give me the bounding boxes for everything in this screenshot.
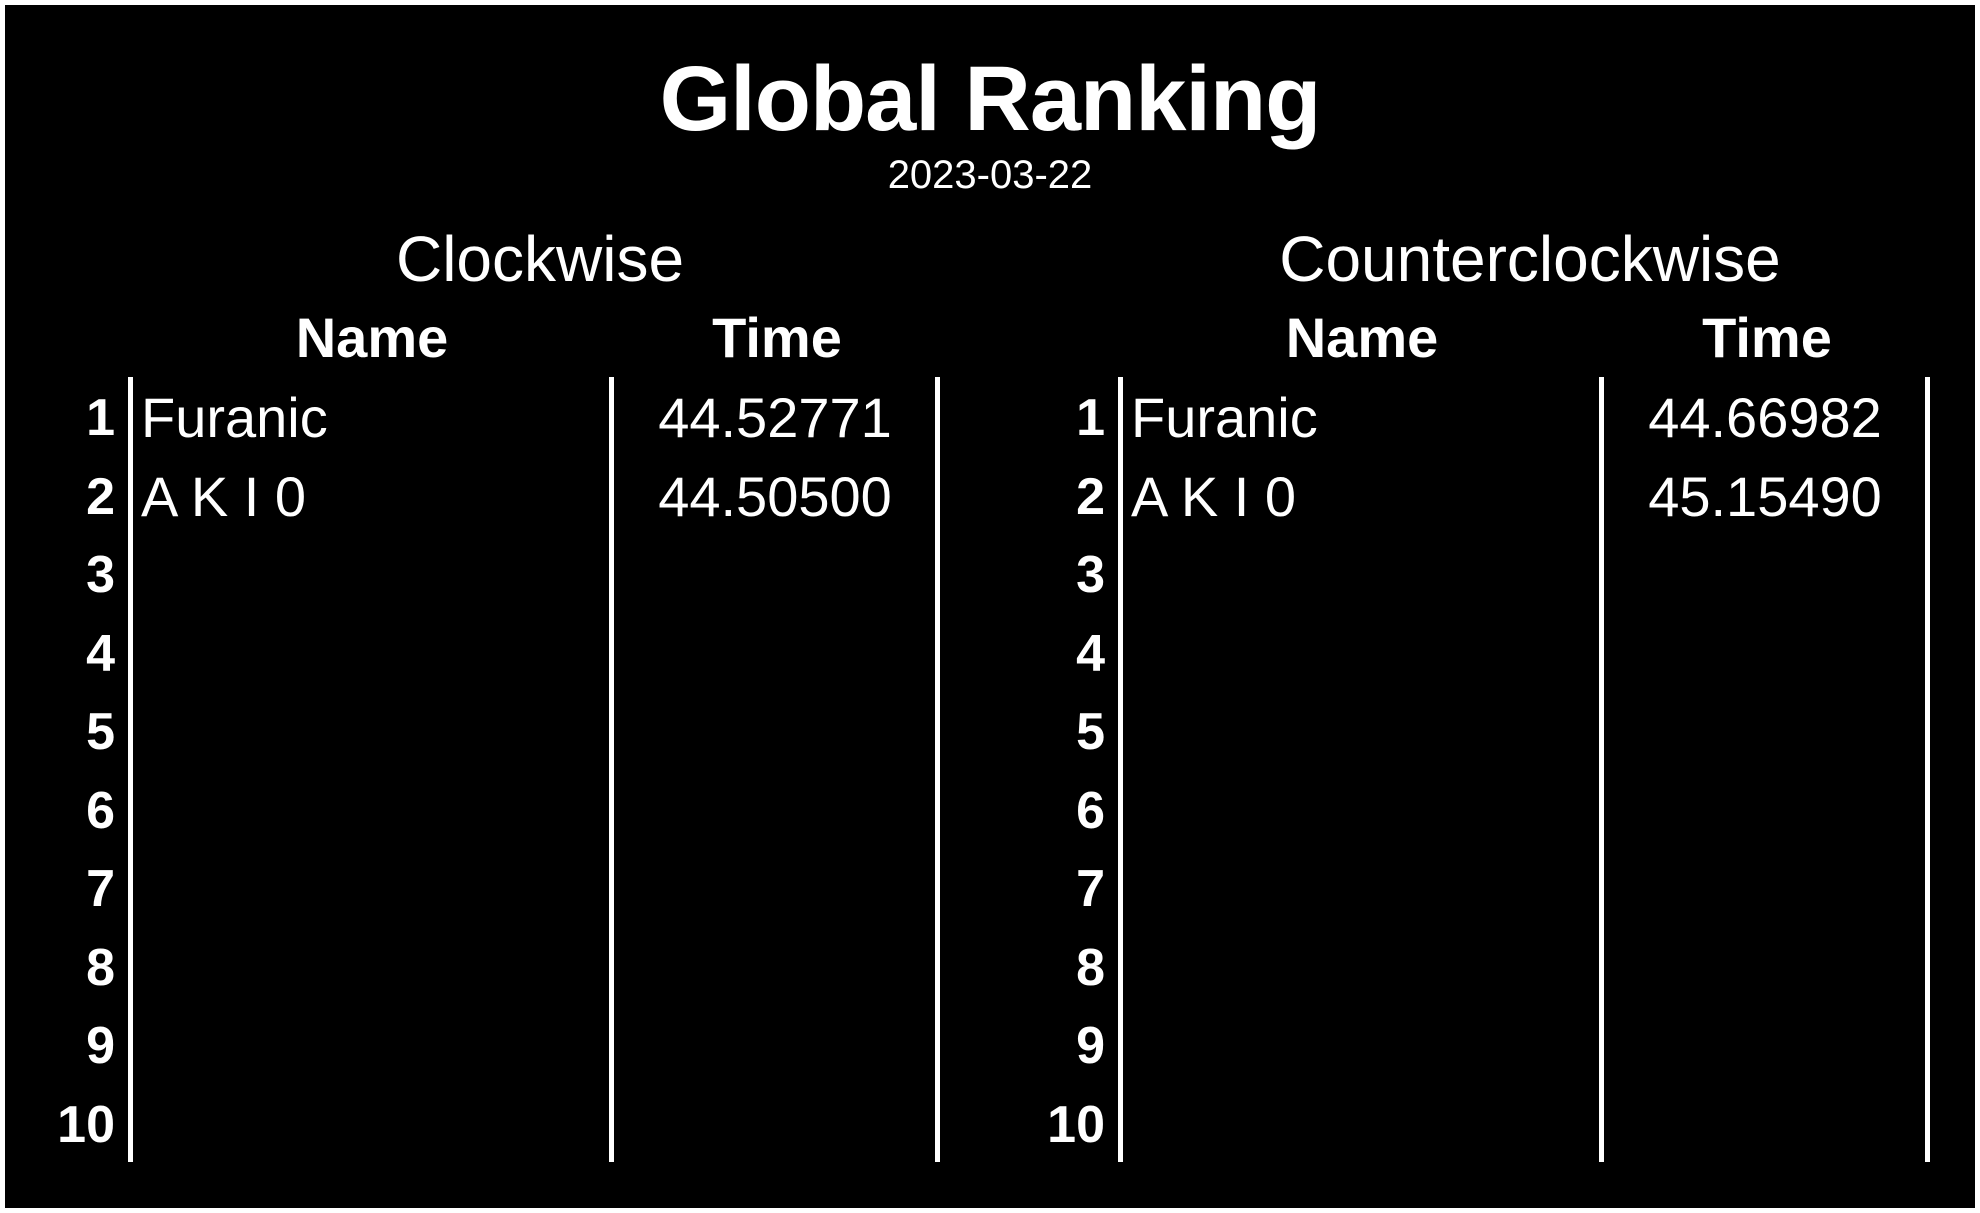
rank-number: 9 (1076, 1017, 1105, 1075)
column-header-name: Name (295, 306, 449, 369)
rank-number: 1 (1076, 389, 1105, 447)
lap-time: 44.52771 (658, 386, 892, 449)
rank-number: 3 (86, 546, 115, 604)
rank-number: 9 (86, 1017, 115, 1075)
lap-time: 44.50500 (658, 465, 892, 528)
column-header-time: Time (712, 306, 842, 369)
rank-number: 8 (86, 939, 115, 997)
rank-number: 4 (1076, 625, 1105, 683)
column-divider (128, 377, 133, 1162)
column-divider (1599, 377, 1604, 1162)
rank-number: 5 (1076, 703, 1105, 761)
column-divider (609, 377, 614, 1162)
column-divider (935, 377, 940, 1162)
rank-number: 2 (86, 468, 115, 526)
rank-number: 1 (86, 389, 115, 447)
column-header-time: Time (1702, 306, 1832, 369)
lap-time: 44.66982 (1648, 386, 1882, 449)
rank-number: 2 (1076, 468, 1105, 526)
rank-number: 3 (1076, 546, 1105, 604)
column-divider (1925, 377, 1930, 1162)
rank-number: 10 (1047, 1096, 1105, 1154)
table-title-counterclockwise: Counterclockwise (1279, 223, 1781, 295)
rank-number: 5 (86, 703, 115, 761)
rank-number: 6 (1076, 782, 1105, 840)
table-title-clockwise: Clockwise (395, 223, 685, 295)
page-title: Global Ranking (659, 48, 1322, 150)
rank-number: 7 (86, 860, 115, 918)
player-name: Furanic (141, 386, 328, 449)
player-name: Furanic (1131, 386, 1318, 449)
column-header-name: Name (1285, 306, 1439, 369)
player-name: A K I 0 (1131, 465, 1296, 528)
player-name: A K I 0 (141, 465, 306, 528)
rank-number: 10 (57, 1096, 115, 1154)
ranking-date: 2023-03-22 (887, 153, 1093, 197)
lap-time: 45.15490 (1648, 465, 1882, 528)
leaderboard-board: Global Ranking 2023-03-22 Clockwise Name… (5, 5, 1975, 1208)
rank-number: 6 (86, 782, 115, 840)
rank-number: 8 (1076, 939, 1105, 997)
rank-number: 4 (86, 625, 115, 683)
column-divider (1118, 377, 1123, 1162)
rank-number: 7 (1076, 860, 1105, 918)
